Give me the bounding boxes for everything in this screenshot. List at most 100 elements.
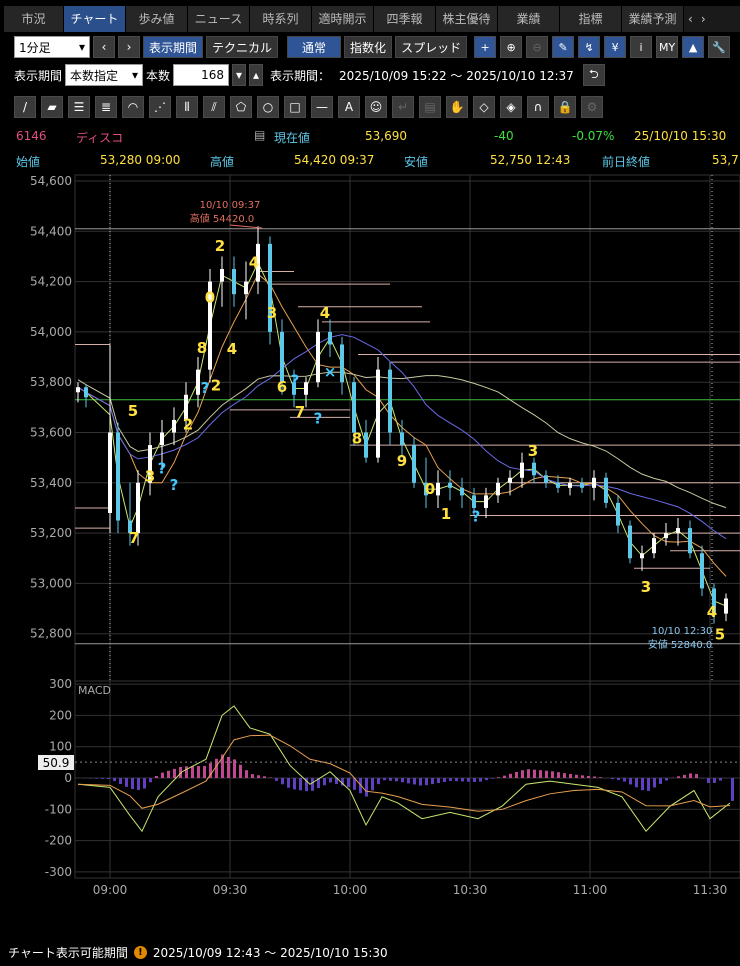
candle-down: [268, 243, 272, 332]
low-note: 10/10 12:30: [652, 626, 713, 637]
wave-count-label: 6: [277, 378, 287, 396]
horizontal-lines-tool-icon[interactable]: ≣: [95, 96, 117, 118]
reset-icon[interactable]: ⮌: [582, 64, 605, 86]
price-chart[interactable]: 54,600 54,400 54,200 54,000 53,800 53,600 53,4…: [0, 0, 740, 910]
tab-item[interactable]: ニュース: [188, 6, 250, 32]
trendline-tool-icon[interactable]: /: [14, 96, 36, 118]
zoom-in-icon[interactable]: ⊕: [500, 36, 523, 58]
undo-tool-icon[interactable]: ↵: [392, 96, 414, 118]
count-up-button[interactable]: ▴: [249, 64, 264, 86]
area-chart-icon[interactable]: ▲: [682, 36, 705, 58]
macd-histogram-bar: [617, 778, 620, 781]
macd-histogram-bar: [329, 778, 332, 783]
fan-tool-icon[interactable]: ⋰: [149, 96, 171, 118]
plus-icon[interactable]: +: [474, 36, 497, 58]
tab-item[interactable]: 市況: [4, 6, 64, 32]
candle-up: [136, 482, 140, 534]
candle-down: [532, 462, 536, 476]
yen-icon[interactable]: ¥: [604, 36, 627, 58]
eraser-tool-icon[interactable]: ◇: [473, 96, 495, 118]
hand-tool-icon[interactable]: ✋: [446, 96, 468, 118]
info-icon[interactable]: i: [630, 36, 653, 58]
next-button[interactable]: ›: [118, 36, 140, 58]
period-mode-select[interactable]: 本数指定 ▾: [65, 64, 144, 86]
macd-histogram-bar: [191, 766, 194, 778]
index-button[interactable]: 指数化: [344, 36, 393, 58]
vertical-lines-tool-icon[interactable]: ⦀: [176, 96, 198, 118]
icon-tool-icon[interactable]: ☺: [365, 96, 387, 118]
candle-up: [208, 281, 212, 370]
tab-item[interactable]: 業績予測: [622, 6, 684, 32]
macd-histogram-bar: [233, 759, 236, 778]
text-tool-icon[interactable]: A: [338, 96, 360, 118]
technical-button[interactable]: テクニカル: [206, 36, 279, 58]
macd-histogram-bar: [107, 778, 110, 780]
rectangle-tool-icon[interactable]: □: [284, 96, 306, 118]
wave-count-label: 8: [197, 339, 207, 357]
macd-tick-label: 0: [64, 771, 72, 785]
tab-scroll-left-icon[interactable]: ‹: [688, 12, 693, 26]
eraser-text-tool-icon[interactable]: ◈: [500, 96, 522, 118]
question-mark-annotation: ?: [170, 476, 179, 494]
prev-button[interactable]: ‹: [93, 36, 115, 58]
candle-down: [556, 482, 560, 488]
gann-tool-icon[interactable]: ⫽: [203, 96, 225, 118]
macd-histogram-bar: [659, 778, 662, 784]
settings-tool-icon[interactable]: ⚙: [581, 96, 603, 118]
macd-histogram-bar: [581, 775, 584, 778]
candle-up: [172, 419, 176, 433]
fibonacci-arc-tool-icon[interactable]: ◠: [122, 96, 144, 118]
candle-down: [688, 528, 692, 554]
polygon-tool-icon[interactable]: ⬠: [230, 96, 252, 118]
tab-item[interactable]: 適時開示: [312, 6, 374, 32]
candle-up: [436, 482, 440, 496]
ruler-tool-icon[interactable]: ▰: [41, 96, 63, 118]
my-chart-icon[interactable]: MY: [656, 36, 679, 58]
macd-histogram-bar: [215, 758, 218, 778]
macd-histogram-bar: [545, 770, 548, 778]
horizontal-line-tool-icon[interactable]: —: [311, 96, 333, 118]
period-button[interactable]: 表示期間: [143, 36, 204, 58]
interval-select[interactable]: 1分足 ▾: [14, 36, 90, 58]
parallel-lines-tool-icon[interactable]: ☰: [68, 96, 90, 118]
candle-down: [460, 487, 464, 496]
macd-histogram-bar: [623, 778, 626, 782]
circle-tool-icon[interactable]: ○: [257, 96, 279, 118]
period-row: 表示期間 本数指定 ▾ 本数 168 ▾ ▴ 表示期間： 2025/10/09 1…: [14, 64, 605, 86]
tab-item[interactable]: 指標: [560, 6, 622, 32]
wrench-icon[interactable]: 🔧: [708, 36, 731, 58]
tab-item[interactable]: 歩み値: [126, 6, 188, 32]
magnet-tool-icon[interactable]: ∩: [527, 96, 549, 118]
tab-item[interactable]: チャート: [64, 6, 126, 32]
macd-histogram-bar: [689, 773, 692, 778]
lock-tool-icon[interactable]: 🔒: [554, 96, 576, 118]
macd-histogram-bar: [551, 771, 554, 778]
question-mark-annotation: ?: [201, 379, 210, 397]
count-input[interactable]: 168: [173, 64, 230, 86]
candle-down: [84, 387, 88, 398]
copy-tool-icon[interactable]: ▤: [419, 96, 441, 118]
stock-name: ディスコ: [76, 131, 124, 145]
candle-down: [292, 382, 296, 395]
spread-button[interactable]: スプレッド: [395, 36, 468, 58]
macd-histogram-bar: [521, 770, 524, 778]
wave-count-label: 3: [267, 304, 277, 322]
tab-item[interactable]: 業績: [498, 6, 560, 32]
zoom-out-icon[interactable]: ⊖: [526, 36, 549, 58]
tab-item[interactable]: 株主優待: [436, 6, 498, 32]
pencil-icon[interactable]: ✎: [552, 36, 575, 58]
macd-histogram-bar: [653, 778, 656, 788]
question-mark-annotation: ?: [291, 372, 300, 390]
normal-button[interactable]: 通常: [287, 36, 342, 58]
tab-item[interactable]: 四季報: [374, 6, 436, 32]
tab-item[interactable]: 時系列: [250, 6, 312, 32]
cursor-icon[interactable]: ↯: [578, 36, 601, 58]
wave-count-label: 7: [295, 403, 305, 421]
count-down-button[interactable]: ▾: [232, 64, 247, 86]
candle-down: [604, 477, 608, 503]
wave-count-label: 3: [145, 467, 155, 485]
tab-scroll-right-icon[interactable]: ›: [700, 12, 706, 26]
board-icon[interactable]: ▤: [254, 128, 266, 142]
macd-histogram-bar: [113, 778, 116, 782]
macd-histogram-bar: [575, 774, 578, 778]
